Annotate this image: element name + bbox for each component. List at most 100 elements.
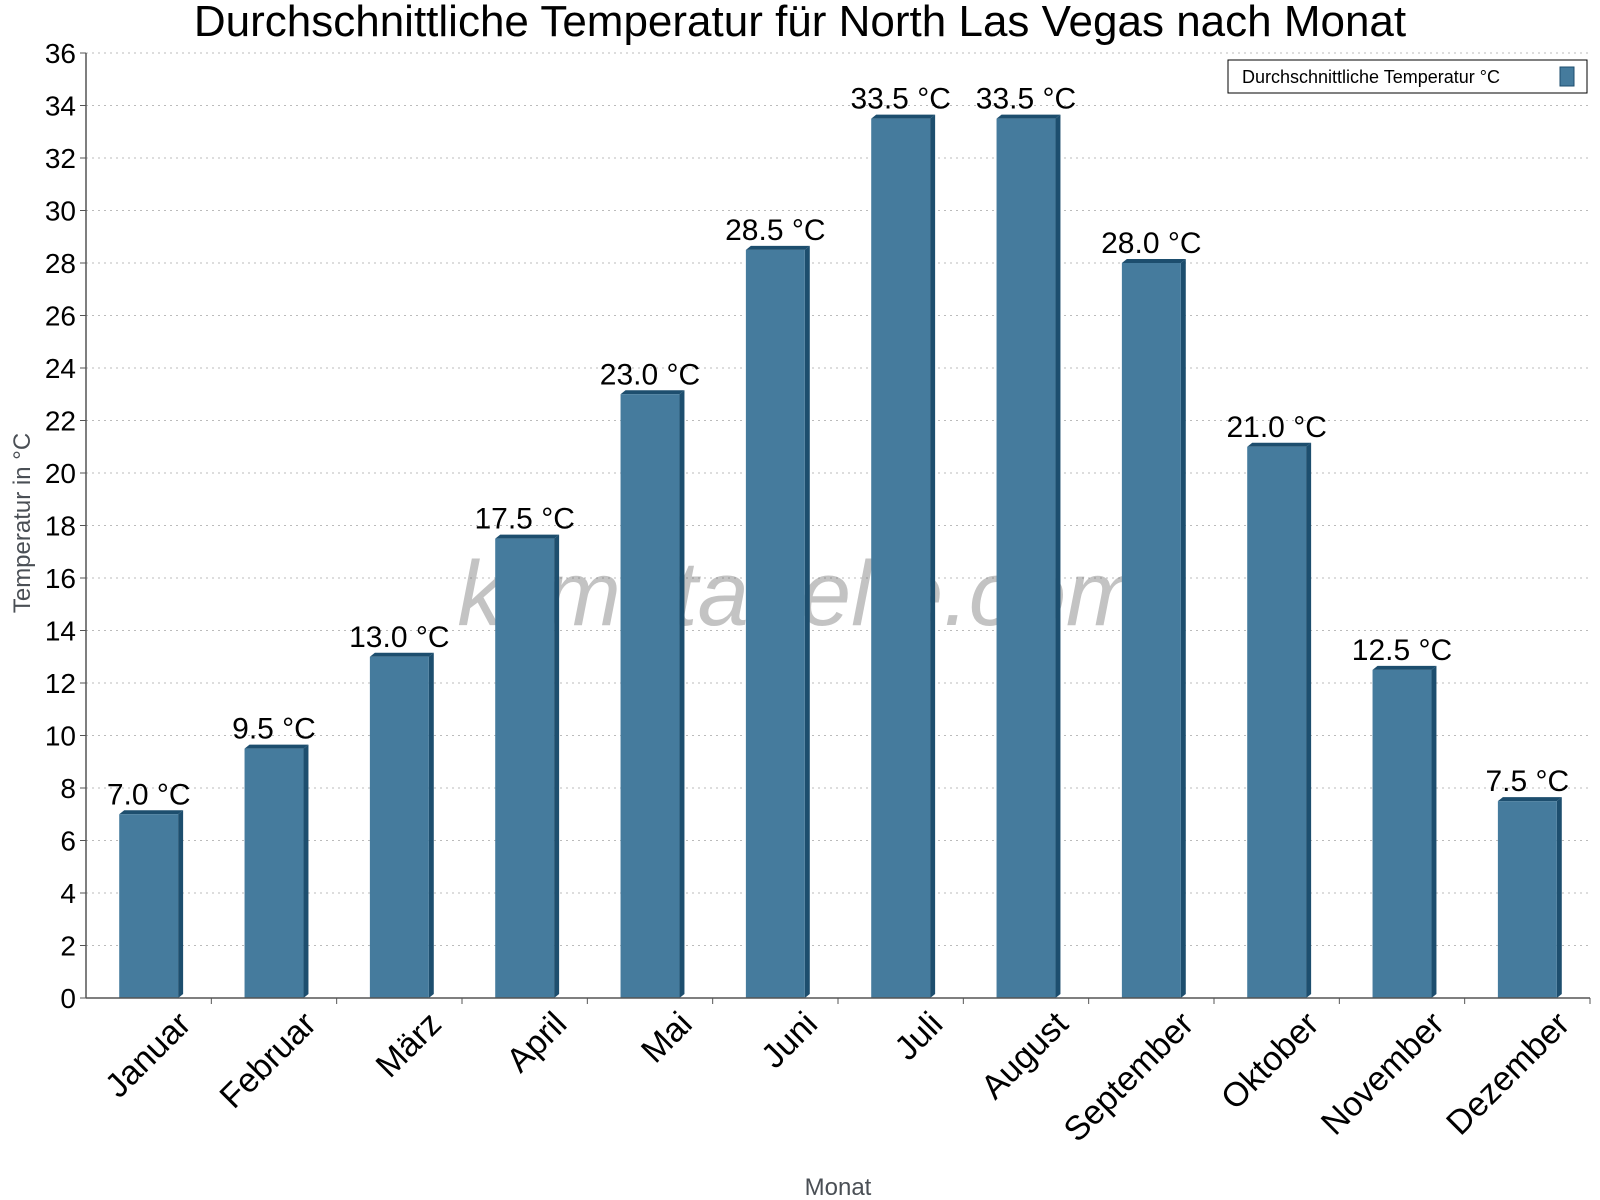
bar-value-label: 7.5 °C	[1485, 765, 1569, 798]
y-tick-label: 0	[60, 983, 76, 1014]
bar-top	[1121, 259, 1186, 263]
bar-top	[871, 114, 936, 119]
y-tick-label: 6	[60, 826, 76, 857]
y-tick-label: 18	[45, 511, 76, 542]
grid-lines	[86, 52, 1590, 946]
x-tick-label: November	[1314, 1005, 1452, 1143]
x-tick-label: Juli	[887, 1005, 950, 1068]
bar	[495, 534, 560, 998]
bar-value-labels: 7.0 °C 9.5 °C 13.0 °C 17.5 °C 23.0 °C 28.5 °C…	[107, 83, 1569, 812]
y-tick-label: 36	[45, 38, 76, 69]
y-tick-label: 26	[45, 301, 76, 332]
x-tick-label: Oktober	[1214, 1005, 1326, 1117]
bar-side	[303, 744, 309, 998]
y-tick-label: 14	[45, 616, 76, 647]
x-tick-label: September	[1057, 1005, 1201, 1149]
bar-side	[1431, 665, 1437, 998]
bar-value-label: 17.5 °C	[474, 503, 574, 536]
y-tick-label: 2	[60, 931, 76, 962]
y-tick-label: 8	[60, 773, 76, 804]
bar-face	[495, 538, 555, 998]
bar-top	[495, 534, 560, 539]
legend-entry-label: Durchschnittliche Temperatur °C	[1242, 67, 1500, 87]
bar-value-label: 28.5 °C	[725, 214, 825, 247]
bar-face	[871, 118, 931, 998]
bar-value-label: 33.5 °C	[850, 83, 950, 116]
bar-face	[745, 249, 805, 998]
bar-face	[369, 656, 429, 998]
bar-value-label: 28.0 °C	[1101, 227, 1201, 260]
bar-side	[804, 245, 810, 998]
bar-value-label: 33.5 °C	[976, 83, 1076, 116]
y-tick-label: 30	[45, 196, 76, 227]
bar-value-label: 9.5 °C	[232, 713, 316, 746]
x-tick-label: April	[499, 1005, 574, 1080]
bars	[119, 114, 1562, 998]
bar-value-label: 12.5 °C	[1352, 634, 1452, 667]
y-tick-label: 20	[45, 458, 76, 489]
x-tick-label: August	[974, 1004, 1076, 1106]
y-tick-label: 16	[45, 563, 76, 594]
x-axis-label: Monat	[805, 1174, 872, 1200]
bar-side	[679, 390, 685, 998]
bar-side	[554, 534, 560, 998]
bar-side	[1180, 259, 1186, 998]
bar-value-label: 23.0 °C	[600, 358, 700, 391]
bar	[1121, 259, 1186, 998]
y-tick-label: 34	[45, 91, 76, 122]
bar-top	[745, 245, 810, 250]
bar-top	[620, 390, 685, 395]
bar-side	[178, 810, 184, 998]
x-tick-label: Juni	[754, 1005, 825, 1076]
bar	[620, 390, 685, 998]
bar-face	[244, 748, 304, 998]
bar-top	[1497, 797, 1562, 802]
bar-value-label: 21.0 °C	[1226, 411, 1326, 444]
bar-face	[119, 814, 179, 998]
y-tick-label: 12	[45, 668, 76, 699]
bar-face	[1497, 801, 1557, 998]
bar-top	[996, 114, 1061, 119]
bar-side	[1556, 797, 1562, 998]
legend: Durchschnittliche Temperatur °C	[1227, 59, 1588, 94]
bar-side	[428, 652, 434, 998]
y-tick-label: 28	[45, 248, 76, 279]
bar-side	[1055, 114, 1061, 998]
bar-top	[1247, 442, 1312, 447]
bar-top	[1372, 665, 1437, 670]
x-axis-ticks: Januar Februar März April Mai Juni Juli AugustS…	[98, 998, 1591, 1149]
bar	[1372, 665, 1437, 998]
x-tick-label: Dezember	[1439, 1005, 1577, 1143]
x-tick-label: März	[369, 1005, 449, 1085]
bar-top	[119, 810, 184, 815]
bar	[1247, 442, 1312, 998]
bar-face	[1121, 263, 1181, 998]
bar	[1497, 797, 1562, 998]
y-tick-label: 32	[45, 143, 76, 174]
bar-top	[369, 652, 434, 657]
bar	[996, 114, 1061, 998]
bar-top	[244, 744, 309, 749]
legend-swatch	[1559, 66, 1575, 87]
bar-face	[620, 394, 680, 998]
bar-face	[1372, 669, 1432, 998]
x-tick-label: Mai	[634, 1005, 700, 1071]
y-tick-label: 24	[45, 353, 76, 384]
x-tick-label: Februar	[213, 1005, 324, 1116]
y-tick-label: 4	[60, 878, 76, 909]
chart-title: Durchschnittliche Temperatur für North L…	[194, 0, 1406, 46]
bar	[745, 245, 810, 998]
legend-box	[1227, 59, 1588, 94]
y-tick-label: 10	[45, 721, 76, 752]
bar-face	[1247, 446, 1307, 998]
bar	[871, 114, 936, 998]
bar-value-label: 13.0 °C	[349, 621, 449, 654]
y-tick-label: 22	[45, 406, 76, 437]
bar	[369, 652, 434, 998]
y-axis-label: Temperatur in °C	[9, 433, 36, 613]
bar-face	[996, 118, 1056, 998]
bar-side	[1306, 442, 1312, 998]
bar-value-label: 7.0 °C	[107, 778, 191, 811]
